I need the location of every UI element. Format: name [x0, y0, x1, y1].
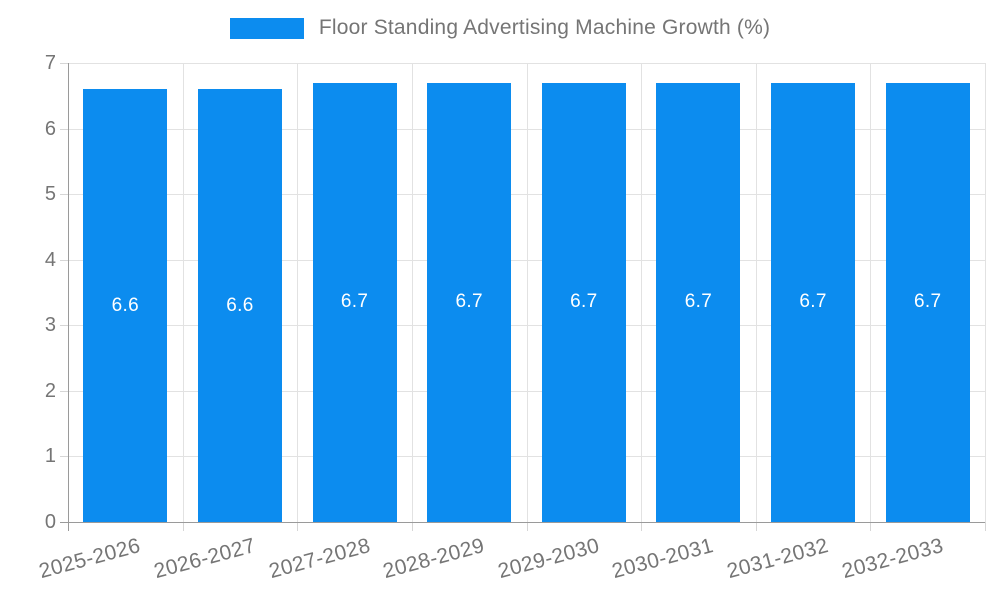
- y-tick-label: 6: [44, 117, 56, 140]
- y-tick-mark: [60, 456, 68, 458]
- y-tick-mark: [60, 63, 68, 64]
- gridline-vertical: [297, 63, 299, 522]
- x-tick-label: 2027-2028: [266, 534, 373, 584]
- x-tick-label: 2026-2027: [151, 534, 258, 584]
- y-tick-mark: [60, 194, 68, 196]
- gridline-vertical: [526, 63, 528, 522]
- gridline-vertical: [182, 63, 184, 522]
- bar-value-label: 6.7: [914, 291, 942, 313]
- gridline-vertical: [411, 63, 413, 522]
- y-axis-line: [68, 63, 69, 522]
- x-tick-mark: [68, 522, 69, 531]
- bar-2030-2031[interactable]: 6.7: [656, 82, 741, 522]
- y-tick-label: 7: [44, 52, 56, 74]
- y-tick-label: 4: [44, 248, 56, 271]
- gridline-vertical: [870, 63, 872, 522]
- x-tick-mark: [641, 522, 643, 531]
- bar-2025-2026[interactable]: 6.6: [83, 89, 168, 522]
- bar-2032-2033[interactable]: 6.7: [885, 82, 970, 522]
- bar-value-label: 6.7: [340, 291, 369, 313]
- x-tick-label: 2031-2032: [724, 534, 832, 584]
- x-tick-mark: [985, 522, 986, 531]
- gridline-vertical: [985, 63, 986, 522]
- x-tick-label: 2028-2029: [380, 534, 488, 584]
- bar-value-label: 6.6: [226, 294, 254, 316]
- x-tick-mark: [182, 522, 184, 531]
- x-tick-label: 2032-2033: [839, 534, 946, 584]
- x-tick-label: 2030-2031: [609, 534, 717, 584]
- bar-value-label: 6.7: [684, 291, 713, 313]
- bar-value-label: 6.7: [455, 291, 483, 313]
- chart-legend[interactable]: Floor Standing Advertising Machine Growt…: [0, 14, 1000, 42]
- bar-2027-2028[interactable]: 6.7: [312, 82, 397, 522]
- bar-value-label: 6.7: [570, 291, 598, 313]
- bar-2029-2030[interactable]: 6.7: [541, 82, 626, 522]
- y-tick-mark: [60, 390, 68, 392]
- x-tick-label: 2025-2026: [36, 534, 144, 584]
- y-tick-label: 0: [44, 511, 56, 533]
- x-tick-mark: [870, 522, 872, 531]
- x-tick-mark: [755, 522, 757, 531]
- bar-2028-2029[interactable]: 6.7: [427, 82, 512, 522]
- bar-value-label: 6.6: [111, 294, 139, 316]
- y-tick-label: 2: [44, 379, 56, 402]
- gridline-vertical: [755, 63, 757, 522]
- x-tick-label: 2029-2030: [495, 534, 602, 584]
- gridline-vertical: [641, 63, 643, 522]
- bar-value-label: 6.7: [799, 291, 827, 313]
- y-tick-mark: [60, 128, 68, 130]
- bar-2026-2027[interactable]: 6.6: [197, 89, 282, 522]
- x-tick-mark: [526, 522, 528, 531]
- x-tick-mark: [297, 522, 299, 531]
- x-tick-mark: [411, 522, 413, 531]
- y-tick-label: 3: [44, 314, 56, 337]
- y-tick-mark: [60, 325, 68, 327]
- legend-swatch-icon: [229, 17, 304, 39]
- bar-2031-2032[interactable]: 6.7: [771, 82, 856, 522]
- y-tick-label: 1: [44, 445, 56, 468]
- y-tick-mark: [60, 259, 68, 261]
- plot-area: 6.6 6.6 6.7 6.7 6.7 6.7 6.7 6.7: [68, 63, 986, 523]
- x-axis-line: [60, 522, 985, 523]
- legend-label: Floor Standing Advertising Machine Growt…: [318, 16, 771, 39]
- y-tick-label: 5: [44, 183, 56, 206]
